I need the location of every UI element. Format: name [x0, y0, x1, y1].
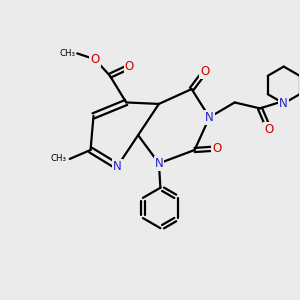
Text: O: O — [124, 60, 134, 73]
Text: CH₃: CH₃ — [51, 154, 67, 164]
Text: N: N — [113, 160, 122, 173]
Text: CH₃: CH₃ — [60, 49, 76, 58]
Text: N: N — [154, 157, 163, 170]
Text: N: N — [279, 97, 288, 110]
Text: O: O — [90, 53, 100, 66]
Text: N: N — [205, 111, 214, 124]
Text: O: O — [212, 142, 221, 155]
Text: O: O — [264, 123, 274, 136]
Text: O: O — [200, 65, 210, 78]
